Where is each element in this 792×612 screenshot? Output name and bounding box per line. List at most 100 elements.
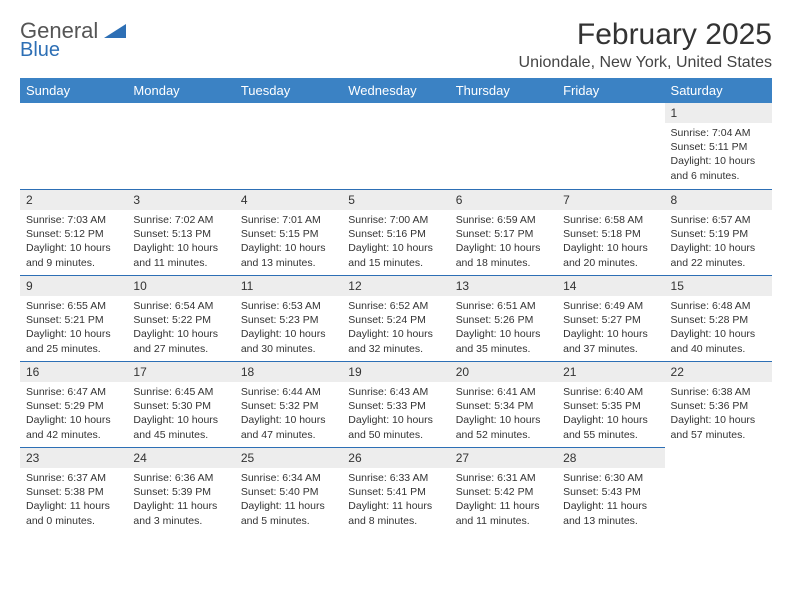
calendar-day-cell: 1Sunrise: 7:04 AMSunset: 5:11 PMDaylight… [665, 103, 772, 189]
calendar-day-cell: 6Sunrise: 6:59 AMSunset: 5:17 PMDaylight… [450, 189, 557, 275]
day-number: 14 [557, 275, 664, 296]
day-number: 28 [557, 447, 664, 468]
sunrise-text: Sunrise: 7:02 AM [133, 213, 228, 227]
calendar-day-cell: 18Sunrise: 6:44 AMSunset: 5:32 PMDayligh… [235, 361, 342, 447]
day-number: 23 [20, 447, 127, 468]
sunset-text: Sunset: 5:24 PM [348, 313, 443, 327]
daylight-text: Daylight: 10 hours and 35 minutes. [456, 327, 551, 355]
calendar-empty-cell [127, 103, 234, 189]
calendar-empty-cell [20, 103, 127, 189]
calendar-empty-cell [557, 103, 664, 189]
sunset-text: Sunset: 5:19 PM [671, 227, 766, 241]
daylight-text: Daylight: 10 hours and 50 minutes. [348, 413, 443, 441]
logo-triangle-icon [104, 20, 126, 42]
calendar-day-cell: 25Sunrise: 6:34 AMSunset: 5:40 PMDayligh… [235, 447, 342, 533]
sunset-text: Sunset: 5:34 PM [456, 399, 551, 413]
sunset-text: Sunset: 5:33 PM [348, 399, 443, 413]
sunrise-text: Sunrise: 6:37 AM [26, 471, 121, 485]
day-details: Sunrise: 6:57 AMSunset: 5:19 PMDaylight:… [665, 210, 772, 274]
sunset-text: Sunset: 5:11 PM [671, 140, 766, 154]
day-number: 22 [665, 361, 772, 382]
sunset-text: Sunset: 5:13 PM [133, 227, 228, 241]
sunset-text: Sunset: 5:30 PM [133, 399, 228, 413]
calendar-empty-cell [235, 103, 342, 189]
calendar-week-row: 2Sunrise: 7:03 AMSunset: 5:12 PMDaylight… [20, 189, 772, 275]
daylight-text: Daylight: 10 hours and 9 minutes. [26, 241, 121, 269]
sunrise-text: Sunrise: 6:41 AM [456, 385, 551, 399]
sunset-text: Sunset: 5:41 PM [348, 485, 443, 499]
daylight-text: Daylight: 10 hours and 22 minutes. [671, 241, 766, 269]
calendar-day-cell: 4Sunrise: 7:01 AMSunset: 5:15 PMDaylight… [235, 189, 342, 275]
day-details: Sunrise: 6:59 AMSunset: 5:17 PMDaylight:… [450, 210, 557, 274]
sunrise-text: Sunrise: 7:04 AM [671, 126, 766, 140]
sunrise-text: Sunrise: 7:01 AM [241, 213, 336, 227]
day-details: Sunrise: 6:36 AMSunset: 5:39 PMDaylight:… [127, 468, 234, 532]
day-number: 11 [235, 275, 342, 296]
day-number: 9 [20, 275, 127, 296]
calendar-day-cell: 22Sunrise: 6:38 AMSunset: 5:36 PMDayligh… [665, 361, 772, 447]
daylight-text: Daylight: 11 hours and 8 minutes. [348, 499, 443, 527]
day-number: 12 [342, 275, 449, 296]
day-details: Sunrise: 6:30 AMSunset: 5:43 PMDaylight:… [557, 468, 664, 532]
day-details: Sunrise: 6:48 AMSunset: 5:28 PMDaylight:… [665, 296, 772, 360]
sunrise-text: Sunrise: 6:38 AM [671, 385, 766, 399]
day-details: Sunrise: 6:55 AMSunset: 5:21 PMDaylight:… [20, 296, 127, 360]
day-number: 26 [342, 447, 449, 468]
calendar-day-cell: 2Sunrise: 7:03 AMSunset: 5:12 PMDaylight… [20, 189, 127, 275]
weekday-header: Saturday [665, 78, 772, 103]
calendar-week-row: 23Sunrise: 6:37 AMSunset: 5:38 PMDayligh… [20, 447, 772, 533]
sunrise-text: Sunrise: 6:33 AM [348, 471, 443, 485]
daylight-text: Daylight: 10 hours and 55 minutes. [563, 413, 658, 441]
day-details: Sunrise: 6:53 AMSunset: 5:23 PMDaylight:… [235, 296, 342, 360]
daylight-text: Daylight: 10 hours and 32 minutes. [348, 327, 443, 355]
daylight-text: Daylight: 10 hours and 20 minutes. [563, 241, 658, 269]
day-number: 3 [127, 189, 234, 210]
calendar-day-cell: 14Sunrise: 6:49 AMSunset: 5:27 PMDayligh… [557, 275, 664, 361]
daylight-text: Daylight: 10 hours and 13 minutes. [241, 241, 336, 269]
calendar-day-cell: 21Sunrise: 6:40 AMSunset: 5:35 PMDayligh… [557, 361, 664, 447]
sunset-text: Sunset: 5:23 PM [241, 313, 336, 327]
calendar-page: General Blue February 2025 Uniondale, Ne… [0, 0, 792, 612]
calendar-day-cell: 10Sunrise: 6:54 AMSunset: 5:22 PMDayligh… [127, 275, 234, 361]
sunset-text: Sunset: 5:12 PM [26, 227, 121, 241]
sunset-text: Sunset: 5:22 PM [133, 313, 228, 327]
day-number: 20 [450, 361, 557, 382]
day-details: Sunrise: 6:33 AMSunset: 5:41 PMDaylight:… [342, 468, 449, 532]
day-number: 24 [127, 447, 234, 468]
calendar-empty-cell [450, 103, 557, 189]
calendar-day-cell: 24Sunrise: 6:36 AMSunset: 5:39 PMDayligh… [127, 447, 234, 533]
day-number: 25 [235, 447, 342, 468]
sunrise-text: Sunrise: 6:47 AM [26, 385, 121, 399]
day-details: Sunrise: 6:41 AMSunset: 5:34 PMDaylight:… [450, 382, 557, 446]
daylight-text: Daylight: 10 hours and 40 minutes. [671, 327, 766, 355]
day-details: Sunrise: 6:51 AMSunset: 5:26 PMDaylight:… [450, 296, 557, 360]
day-number: 6 [450, 189, 557, 210]
day-number: 18 [235, 361, 342, 382]
day-number: 7 [557, 189, 664, 210]
day-number: 16 [20, 361, 127, 382]
sunset-text: Sunset: 5:18 PM [563, 227, 658, 241]
day-details: Sunrise: 6:31 AMSunset: 5:42 PMDaylight:… [450, 468, 557, 532]
day-details: Sunrise: 6:54 AMSunset: 5:22 PMDaylight:… [127, 296, 234, 360]
day-number: 8 [665, 189, 772, 210]
calendar-head: SundayMondayTuesdayWednesdayThursdayFrid… [20, 78, 772, 103]
sunrise-text: Sunrise: 6:52 AM [348, 299, 443, 313]
day-number: 21 [557, 361, 664, 382]
calendar-table: SundayMondayTuesdayWednesdayThursdayFrid… [20, 78, 772, 533]
day-details: Sunrise: 7:02 AMSunset: 5:13 PMDaylight:… [127, 210, 234, 274]
weekday-header: Friday [557, 78, 664, 103]
sunrise-text: Sunrise: 6:53 AM [241, 299, 336, 313]
daylight-text: Daylight: 10 hours and 47 minutes. [241, 413, 336, 441]
calendar-empty-cell [665, 447, 772, 533]
day-details: Sunrise: 7:04 AMSunset: 5:11 PMDaylight:… [665, 123, 772, 187]
calendar-day-cell: 7Sunrise: 6:58 AMSunset: 5:18 PMDaylight… [557, 189, 664, 275]
calendar-day-cell: 27Sunrise: 6:31 AMSunset: 5:42 PMDayligh… [450, 447, 557, 533]
calendar-body: 1Sunrise: 7:04 AMSunset: 5:11 PMDaylight… [20, 103, 772, 533]
daylight-text: Daylight: 11 hours and 11 minutes. [456, 499, 551, 527]
daylight-text: Daylight: 11 hours and 5 minutes. [241, 499, 336, 527]
sunrise-text: Sunrise: 6:30 AM [563, 471, 658, 485]
weekday-header: Sunday [20, 78, 127, 103]
weekday-header: Monday [127, 78, 234, 103]
day-number: 13 [450, 275, 557, 296]
calendar-day-cell: 19Sunrise: 6:43 AMSunset: 5:33 PMDayligh… [342, 361, 449, 447]
